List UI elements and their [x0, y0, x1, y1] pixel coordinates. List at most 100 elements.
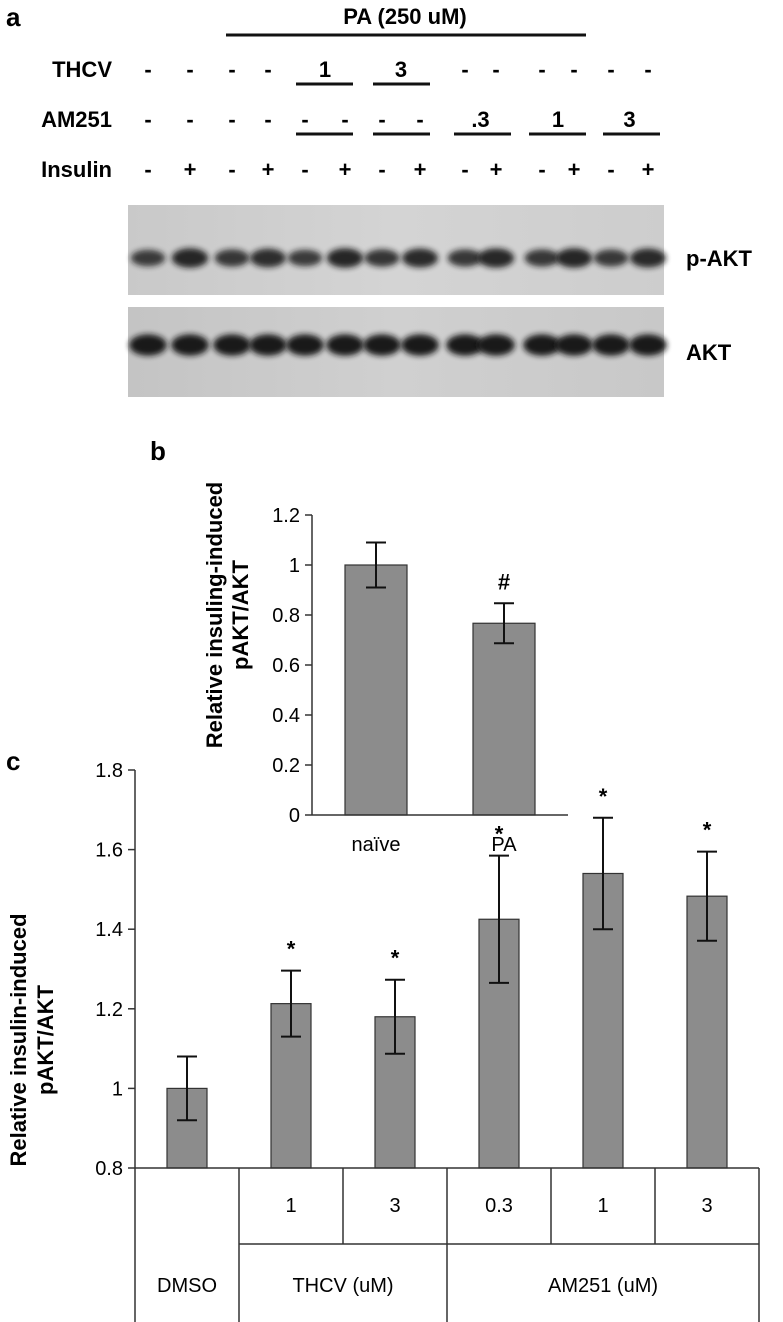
mark-0-3: - [264, 57, 271, 82]
pa-header: PA (250 uM) [343, 4, 466, 29]
mark-2-6: - [378, 157, 385, 182]
band-akt-13 [629, 334, 667, 356]
mark-1-5: - [341, 107, 348, 132]
y-tick-label: 0.2 [272, 755, 300, 777]
band-p-akt-7 [402, 248, 438, 268]
band-akt-6 [363, 334, 401, 356]
band-p-akt-11 [555, 248, 593, 268]
y-tick-label: 0.8 [272, 605, 300, 627]
error-bar-0 [366, 541, 386, 589]
panel-b-chart: b Relative insuling-induced pAKT/AKT 0 0.… [150, 436, 568, 856]
band-p-akt-0 [130, 249, 166, 267]
y-tick-label: 0.8 [95, 1158, 123, 1180]
error-bar-0 [177, 1055, 197, 1122]
mark-0-6: 3 [395, 57, 407, 82]
mark-0-9: - [492, 57, 499, 82]
panel-b-ylabel-line2: pAKT/AKT [228, 559, 253, 670]
mark-0-0: - [144, 57, 151, 82]
mark-1-0: - [144, 107, 151, 132]
x-category-label-5: 3 [701, 1195, 712, 1217]
mark-1-6: - [378, 107, 385, 132]
y-tick-label: 1.8 [95, 760, 123, 782]
panel-b-ylabel-line1: Relative insuling-induced [202, 482, 227, 748]
bar-0 [344, 564, 408, 816]
band-akt-12 [592, 334, 630, 356]
band-akt-11 [555, 334, 593, 356]
y-tick-label: 1 [289, 555, 300, 577]
y-tick-label: 1.6 [95, 840, 123, 862]
panel-c-chart: c Relative insulin-induced pAKT/AKT 0.8 1… [6, 746, 760, 1322]
band-p-akt-9 [477, 248, 515, 268]
mark-1-2: - [228, 107, 235, 132]
x-category-label-1: PA [491, 834, 517, 856]
mark-0-13: - [644, 57, 651, 82]
significance-mark-1: # [498, 569, 510, 594]
x-group-label-1: THCV (uM) [292, 1275, 393, 1297]
panel-b-bars: # [344, 541, 536, 816]
blot-label-p-akt: p-AKT [686, 246, 753, 271]
row-label-insulin: Insulin [41, 157, 112, 182]
band-akt-0 [129, 334, 167, 356]
x-category-label-3: 0.3 [485, 1195, 513, 1217]
band-akt-8 [446, 334, 484, 356]
band-akt-3 [249, 334, 287, 356]
mark-1-1: - [186, 107, 193, 132]
band-p-akt-6 [364, 249, 400, 267]
mark-2-8: - [461, 157, 468, 182]
band-p-akt-5 [326, 248, 364, 268]
mark-0-12: - [607, 57, 614, 82]
band-akt-2 [213, 334, 251, 356]
mark-1-4: - [301, 107, 308, 132]
bar-1 [472, 622, 536, 816]
band-p-akt-3 [250, 248, 286, 268]
band-p-akt-4 [287, 249, 323, 267]
significance-mark-1: * [287, 937, 296, 962]
blot-label-akt: AKT [686, 340, 732, 365]
panel-c-category-table: 1 3 0.3 1 3 DMSO THCV (uM) AM251 (uM) [134, 1167, 760, 1322]
mark-1-7: - [416, 107, 423, 132]
band-p-akt-10 [524, 249, 560, 267]
bar-0 [166, 1087, 208, 1169]
band-akt-5 [326, 334, 364, 356]
row-label-am251: AM251 [41, 107, 112, 132]
band-akt-4 [286, 334, 324, 356]
band-akt-7 [401, 334, 439, 356]
mark-1-12: 3 [623, 107, 635, 132]
band-akt-9 [477, 334, 515, 356]
mark-1-10: 1 [552, 107, 564, 132]
y-tick-label: 0.6 [272, 655, 300, 677]
band-akt-10 [523, 334, 561, 356]
panel-b-x-axis: naïve PA [312, 814, 568, 856]
panel-b-letter: b [150, 436, 166, 466]
y-tick-label: 0 [289, 805, 300, 827]
panel-c-ylabel-line2: pAKT/AKT [33, 984, 58, 1095]
y-tick-label: 1.2 [272, 505, 300, 527]
treatment-pair-lines [296, 82, 660, 136]
error-bar-1 [281, 969, 301, 1038]
error-bar-3 [489, 854, 509, 984]
mark-2-4: - [301, 157, 308, 182]
x-category-label-2: 3 [389, 1195, 400, 1217]
panel-c-bars: * * * * * [166, 784, 728, 1169]
panel-c-y-axis: 0.8 1 1.2 1.4 1.6 1.8 [95, 760, 136, 1180]
band-p-akt-8 [447, 249, 483, 267]
mark-2-7: + [414, 157, 427, 182]
mark-2-0: - [144, 157, 151, 182]
row-label-thcv: THCV [52, 57, 112, 82]
mark-0-11: - [570, 57, 577, 82]
y-tick-label: 0.4 [272, 705, 300, 727]
significance-mark-3: * [495, 822, 504, 847]
mark-2-3: + [262, 157, 275, 182]
y-tick-label: 1.4 [95, 919, 123, 941]
mark-2-11: + [568, 157, 581, 182]
panel-b-y-axis: 0 0.2 0.4 0.6 0.8 1 1.2 [272, 505, 313, 827]
band-p-akt-2 [214, 249, 250, 267]
x-category-label-4: 1 [597, 1195, 608, 1217]
mark-0-10: - [538, 57, 545, 82]
blot-bands [129, 248, 667, 356]
y-tick-label: 1 [112, 1078, 123, 1100]
mark-1-8: .3 [471, 107, 489, 132]
